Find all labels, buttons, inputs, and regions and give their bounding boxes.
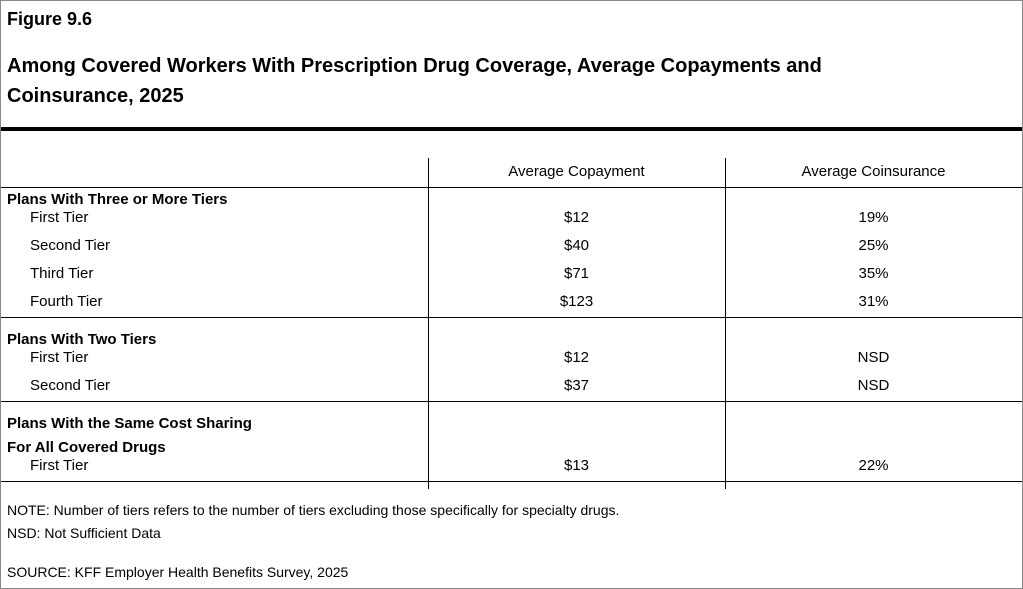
group-label: Plans With Three or More Tiers	[7, 191, 228, 208]
coinsurance: 19%	[858, 209, 889, 226]
coinsurance: NSD	[857, 377, 890, 394]
group-rule	[1, 481, 1022, 482]
coinsurance: 22%	[858, 457, 889, 474]
group-rule	[1, 401, 1022, 402]
row-label: Fourth Tier	[30, 293, 103, 310]
group-label: Plans With Two Tiers	[7, 331, 157, 348]
copayment: $71	[563, 265, 590, 282]
copayment: $40	[563, 237, 590, 254]
copayment: $37	[563, 377, 590, 394]
column-divider	[725, 158, 726, 489]
title: Among Covered Workers With Prescription …	[7, 55, 822, 107]
group-rule	[1, 317, 1022, 318]
title-rule	[1, 127, 1022, 131]
column-header: Average Coinsurance	[801, 163, 946, 180]
coinsurance: 35%	[858, 265, 889, 282]
row-label: First Tier	[30, 457, 89, 474]
note: NSD: Not Sufficient Data	[7, 525, 161, 541]
column-header: Average Copayment	[508, 163, 645, 180]
row-label: First Tier	[30, 209, 89, 226]
coinsurance: NSD	[857, 349, 890, 366]
coinsurance: 31%	[858, 293, 889, 310]
copayment: $12	[563, 349, 590, 366]
coinsurance: 25%	[858, 237, 889, 254]
row-label: First Tier	[30, 349, 89, 366]
group-label: Plans With the Same Cost Sharing	[7, 415, 252, 432]
row-label: Second Tier	[30, 377, 111, 394]
column-divider	[428, 158, 429, 489]
row-label: Third Tier	[30, 265, 94, 282]
source: SOURCE: KFF Employer Health Benefits Sur…	[7, 564, 349, 580]
figure-number: Figure 9.6	[7, 9, 93, 29]
copayment: $123	[559, 293, 594, 310]
header-rule	[1, 187, 1022, 188]
copayment: $13	[563, 457, 590, 474]
group-label: For All Covered Drugs	[7, 439, 166, 456]
row-label: Second Tier	[30, 237, 111, 254]
copayment: $12	[563, 209, 590, 226]
note: NOTE: Number of tiers refers to the numb…	[7, 502, 620, 518]
